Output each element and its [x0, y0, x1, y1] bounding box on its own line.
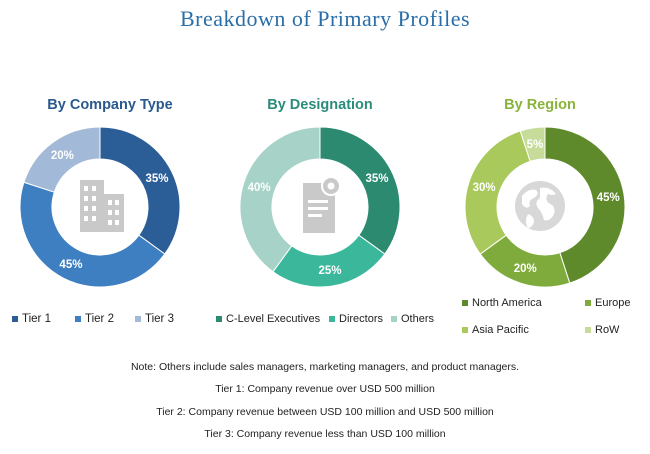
- legend-item-tier-2: Tier 2: [75, 313, 114, 325]
- document-badge-icon: [303, 176, 341, 233]
- chart-title-company-type: By Company Type: [47, 97, 173, 113]
- legend-swatch: [585, 300, 591, 306]
- donut-slice-row: [519, 126, 546, 162]
- legend-swatch: [12, 316, 18, 322]
- data-label-c-level-executives: 35%: [366, 173, 389, 185]
- donut-slice-asia-pacific: [464, 130, 531, 255]
- legend-item-directors: Directors: [329, 313, 383, 325]
- legend-swatch: [216, 316, 222, 322]
- legend-item-tier-1: Tier 1: [12, 313, 51, 325]
- note-others: Note: Others include sales managers, mar…: [130, 361, 520, 373]
- legend-item-row: RoW: [585, 324, 619, 336]
- legend-label: Tier 1: [22, 313, 51, 325]
- legend-swatch: [75, 316, 81, 322]
- data-label-row: 5%: [527, 139, 544, 151]
- legend-item-asia-pacific: Asia Pacific: [462, 324, 529, 336]
- donut-slice-tier-3: [23, 126, 101, 193]
- legend-label: RoW: [595, 324, 620, 336]
- legend-item-north-america: North America: [462, 297, 542, 309]
- data-label-tier-1: 35%: [146, 173, 169, 185]
- donut-slice-c-level-executives: [319, 126, 401, 255]
- legend-swatch: [135, 316, 141, 322]
- page-title: Breakdown of Primary Profiles: [179, 6, 471, 31]
- chart-title-designation: By Designation: [267, 97, 373, 113]
- legend-item-c-level: C-Level Executives: [216, 313, 320, 325]
- data-label-asia-pacific: 30%: [473, 182, 496, 194]
- legend-swatch: [391, 316, 397, 322]
- note-tier-2: Tier 2: Company revenue between USD 100 …: [156, 406, 494, 418]
- donut-slice-tier-2: [19, 181, 166, 288]
- donut-slice-north-america: [544, 126, 626, 284]
- legend-swatch: [585, 327, 591, 333]
- legend-label: Tier 3: [145, 313, 174, 325]
- data-label-tier-2: 45%: [59, 259, 82, 271]
- data-label-directors: 25%: [318, 265, 341, 277]
- donut-slice-tier-1: [99, 126, 181, 255]
- note-tier-3: Tier 3: Company revenue less than USD 10…: [204, 428, 446, 440]
- data-label-north-america: 45%: [597, 192, 620, 204]
- legend-label: C-Level Executives: [226, 313, 321, 325]
- legend-item-europe: Europe: [585, 297, 630, 309]
- data-label-others: 40%: [248, 182, 271, 194]
- legend-label: Tier 2: [85, 313, 114, 325]
- data-label-tier-3: 20%: [51, 150, 74, 162]
- note-tier-1: Tier 1: Company revenue over USD 500 mil…: [215, 383, 435, 395]
- legend-swatch: [329, 316, 335, 322]
- legend-label: Others: [401, 313, 435, 325]
- legend-label: Directors: [339, 313, 384, 325]
- legend-item-others: Others: [391, 313, 434, 325]
- office-building-icon: [80, 180, 124, 232]
- legend-swatch: [462, 327, 468, 333]
- legend-item-tier-3: Tier 3: [135, 313, 174, 325]
- company-type-donut: 35% 45% 20%: [19, 126, 181, 288]
- donut-slice-directors: [272, 234, 386, 288]
- donut-slice-others: [239, 126, 321, 273]
- donut-charts: 35% 45% 20% 35% 25% 40% 45% 20% 30% 5%: [19, 126, 626, 288]
- legend-swatch: [462, 300, 468, 306]
- globe-icon: [515, 181, 565, 231]
- chart-title-region: By Region: [504, 97, 576, 113]
- designation-donut: 35% 25% 40%: [239, 126, 401, 288]
- region-donut: 45% 20% 30% 5%: [464, 126, 626, 288]
- legend-label: Europe: [595, 297, 631, 309]
- legend-label: Asia Pacific: [472, 324, 529, 336]
- data-label-europe: 20%: [514, 263, 537, 275]
- legend-label: North America: [472, 297, 542, 309]
